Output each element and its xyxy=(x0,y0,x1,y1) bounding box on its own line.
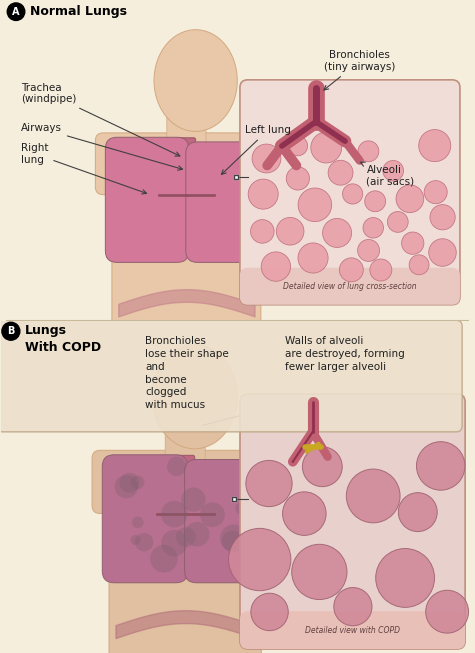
Text: A: A xyxy=(12,7,20,17)
Circle shape xyxy=(261,252,291,281)
Ellipse shape xyxy=(152,345,237,449)
Text: Bronchioles
(tiny airways): Bronchioles (tiny airways) xyxy=(324,50,395,90)
Circle shape xyxy=(417,441,465,490)
Circle shape xyxy=(298,188,332,221)
Circle shape xyxy=(114,475,138,498)
Circle shape xyxy=(251,593,288,631)
Circle shape xyxy=(430,204,455,230)
Ellipse shape xyxy=(154,29,237,131)
FancyBboxPatch shape xyxy=(92,451,278,513)
FancyBboxPatch shape xyxy=(0,320,462,432)
Circle shape xyxy=(167,456,186,476)
FancyBboxPatch shape xyxy=(109,458,261,653)
Text: Trachea
(windpipe): Trachea (windpipe) xyxy=(21,83,180,156)
Text: Alveoli
(air sacs): Alveoli (air sacs) xyxy=(361,162,415,187)
Text: B: B xyxy=(7,326,15,336)
Circle shape xyxy=(131,535,141,545)
Circle shape xyxy=(228,528,291,591)
Text: Bronchioles
lose their shape
and
become
clogged
with mucus: Bronchioles lose their shape and become … xyxy=(145,336,229,410)
Circle shape xyxy=(2,323,20,340)
Circle shape xyxy=(418,129,451,162)
Circle shape xyxy=(429,239,456,266)
Circle shape xyxy=(311,132,342,163)
Circle shape xyxy=(200,502,225,527)
Circle shape xyxy=(334,588,372,626)
Circle shape xyxy=(365,191,386,212)
FancyBboxPatch shape xyxy=(240,394,465,649)
Circle shape xyxy=(383,161,403,181)
Text: Lungs
With COPD: Lungs With COPD xyxy=(25,324,101,354)
Circle shape xyxy=(396,185,424,213)
Circle shape xyxy=(339,258,363,282)
Circle shape xyxy=(399,492,437,532)
Circle shape xyxy=(370,259,392,281)
FancyBboxPatch shape xyxy=(177,138,196,197)
Circle shape xyxy=(246,460,292,507)
Circle shape xyxy=(298,243,328,273)
Circle shape xyxy=(363,217,383,238)
Circle shape xyxy=(185,522,209,547)
Circle shape xyxy=(150,545,178,573)
FancyBboxPatch shape xyxy=(95,133,277,195)
Circle shape xyxy=(176,527,196,547)
Circle shape xyxy=(276,217,304,245)
Circle shape xyxy=(250,219,274,243)
Circle shape xyxy=(426,590,468,633)
Text: Detailed view with COPD: Detailed view with COPD xyxy=(305,626,400,635)
Circle shape xyxy=(342,184,363,204)
Circle shape xyxy=(358,141,379,162)
Circle shape xyxy=(181,487,206,512)
FancyBboxPatch shape xyxy=(105,137,189,263)
Text: Normal Lungs: Normal Lungs xyxy=(29,5,127,18)
Circle shape xyxy=(303,447,342,486)
Circle shape xyxy=(286,167,309,190)
Circle shape xyxy=(235,502,248,515)
FancyBboxPatch shape xyxy=(240,268,460,305)
Circle shape xyxy=(220,524,247,552)
Text: Airways: Airways xyxy=(21,123,182,170)
FancyBboxPatch shape xyxy=(185,460,266,582)
Circle shape xyxy=(283,492,326,535)
Circle shape xyxy=(131,475,144,489)
Text: Detailed view of lung cross-section: Detailed view of lung cross-section xyxy=(283,281,417,291)
Circle shape xyxy=(252,144,281,173)
Circle shape xyxy=(132,517,143,528)
FancyBboxPatch shape xyxy=(186,142,265,263)
Circle shape xyxy=(346,469,400,523)
Circle shape xyxy=(388,212,408,232)
FancyBboxPatch shape xyxy=(240,80,460,305)
Circle shape xyxy=(119,473,140,493)
Circle shape xyxy=(135,533,153,552)
Circle shape xyxy=(323,219,352,247)
Circle shape xyxy=(161,501,188,528)
FancyBboxPatch shape xyxy=(112,140,261,345)
Circle shape xyxy=(401,232,424,254)
Circle shape xyxy=(376,549,435,607)
FancyBboxPatch shape xyxy=(176,455,195,516)
Circle shape xyxy=(222,530,243,552)
FancyBboxPatch shape xyxy=(102,454,188,582)
Circle shape xyxy=(240,504,251,515)
Circle shape xyxy=(409,255,429,275)
Circle shape xyxy=(424,181,447,204)
Circle shape xyxy=(161,530,188,556)
FancyBboxPatch shape xyxy=(165,417,205,471)
Text: Left lung: Left lung xyxy=(221,125,291,174)
Text: Walls of alveoli
are destroyed, forming
fewer larger alveoli: Walls of alveoli are destroyed, forming … xyxy=(285,336,405,372)
Circle shape xyxy=(358,240,380,261)
FancyBboxPatch shape xyxy=(240,611,465,649)
Circle shape xyxy=(7,3,25,20)
Text: Right
lung: Right lung xyxy=(21,143,147,194)
Circle shape xyxy=(292,545,347,599)
Circle shape xyxy=(328,160,353,185)
Circle shape xyxy=(248,179,278,209)
FancyBboxPatch shape xyxy=(167,101,206,153)
Circle shape xyxy=(288,136,308,156)
